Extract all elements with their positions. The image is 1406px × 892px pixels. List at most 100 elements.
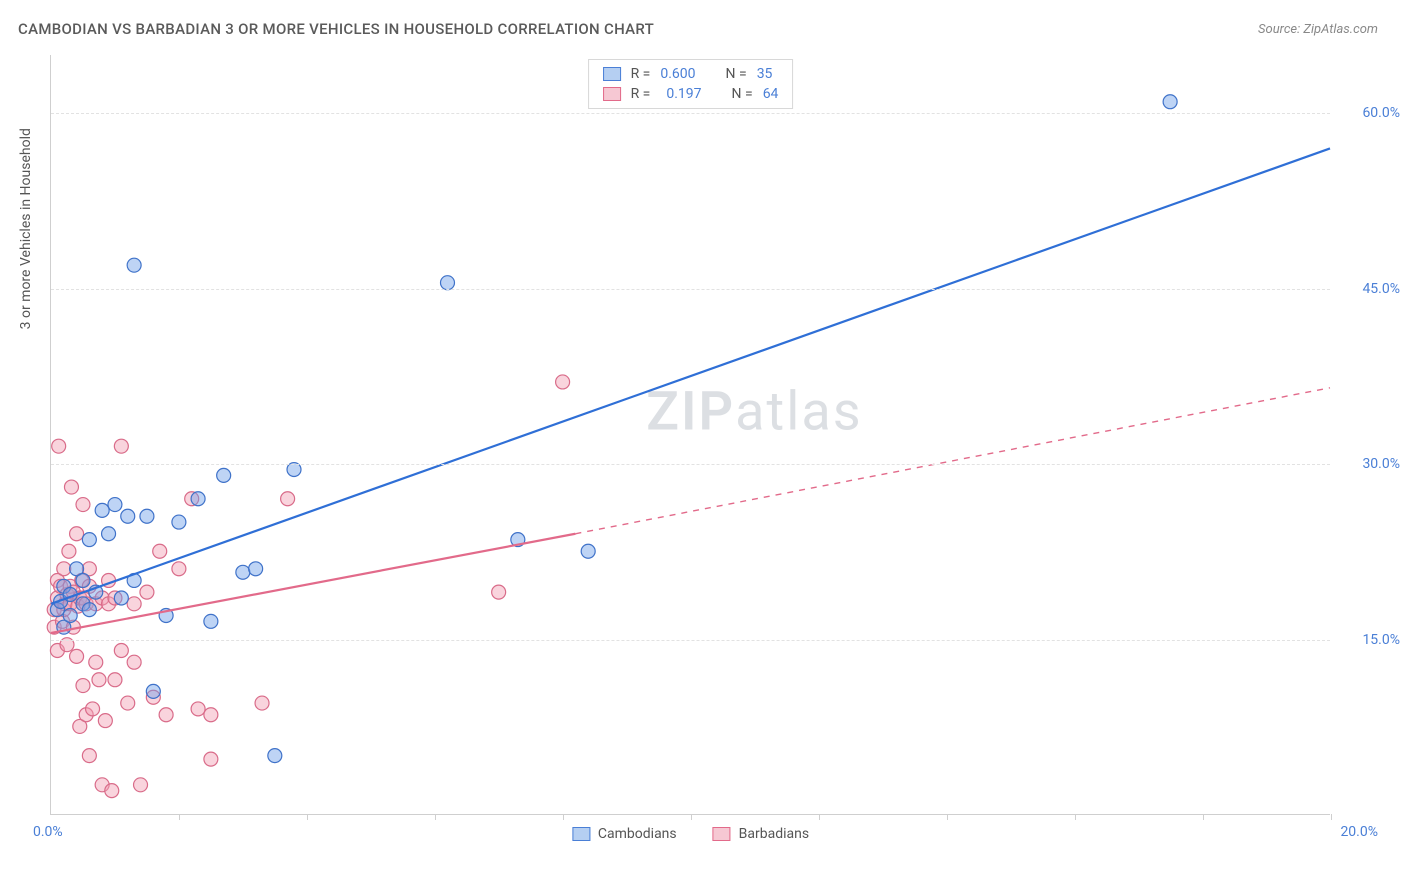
data-point — [153, 544, 167, 558]
gridline — [51, 113, 1330, 114]
gridline — [51, 640, 1330, 641]
y-tick-label: 45.0% — [1340, 281, 1400, 297]
data-point — [82, 749, 96, 763]
data-point — [108, 498, 122, 512]
data-point — [134, 778, 148, 792]
data-point — [114, 644, 128, 658]
legend-stats-row-blue: R = 0.600 N = 35 — [603, 64, 779, 84]
data-point — [62, 544, 76, 558]
data-point — [92, 673, 106, 687]
data-point — [236, 565, 250, 579]
data-point — [492, 585, 506, 599]
x-tick — [1203, 814, 1204, 820]
data-point — [268, 749, 282, 763]
r-label: R = — [631, 66, 651, 82]
x-tick — [947, 814, 948, 820]
source-label: Source: ZipAtlas.com — [1258, 22, 1378, 37]
data-point — [249, 562, 263, 576]
y-axis-label: 3 or more Vehicles in Household — [18, 128, 34, 329]
data-point — [57, 562, 71, 576]
x-tick — [1331, 814, 1332, 820]
data-point — [70, 649, 84, 663]
n-value-blue: 35 — [757, 66, 773, 82]
data-point — [127, 597, 141, 611]
data-point — [140, 509, 154, 523]
plot-area: ZIPatlas R = 0.600 N = 35 R = 0.197 N = — [50, 55, 1330, 815]
r-value-pink: 0.197 — [666, 86, 701, 102]
data-point — [76, 498, 90, 512]
data-point — [440, 276, 454, 290]
data-point — [86, 702, 100, 716]
data-point — [581, 544, 595, 558]
legend-stats-row-pink: R = 0.197 N = 64 — [603, 84, 779, 104]
x-tick — [1075, 814, 1076, 820]
trend-line — [51, 148, 1330, 603]
data-point — [281, 492, 295, 506]
n-value-pink: 64 — [763, 86, 779, 102]
data-point — [204, 614, 218, 628]
data-point — [102, 527, 116, 541]
scatter-plot — [51, 55, 1330, 814]
data-point — [127, 258, 141, 272]
data-point — [146, 684, 160, 698]
x-tick — [179, 814, 180, 820]
x-axis-max-label: 20.0% — [1340, 824, 1378, 840]
data-point — [121, 509, 135, 523]
data-point — [52, 439, 66, 453]
x-tick — [819, 814, 820, 820]
n-label: N = — [726, 66, 747, 82]
swatch-blue-icon — [572, 827, 590, 841]
data-point — [114, 591, 128, 605]
n-label: N = — [732, 86, 753, 102]
y-tick-label: 30.0% — [1340, 456, 1400, 472]
swatch-pink-icon — [713, 827, 731, 841]
data-point — [82, 533, 96, 547]
r-value-blue: 0.600 — [660, 66, 695, 82]
data-point — [70, 527, 84, 541]
data-point — [255, 696, 269, 710]
gridline — [51, 289, 1330, 290]
data-point — [191, 492, 205, 506]
data-point — [204, 708, 218, 722]
x-tick — [307, 814, 308, 820]
swatch-blue-icon — [603, 67, 621, 81]
data-point — [76, 679, 90, 693]
data-point — [63, 609, 77, 623]
legend-label: Barbadians — [739, 826, 809, 842]
legend-stats: R = 0.600 N = 35 R = 0.197 N = 64 — [588, 59, 794, 109]
data-point — [217, 468, 231, 482]
y-tick-label: 15.0% — [1340, 632, 1400, 648]
x-tick — [563, 814, 564, 820]
y-tick-label: 60.0% — [1340, 105, 1400, 121]
swatch-pink-icon — [603, 87, 621, 101]
data-point — [127, 655, 141, 669]
data-point — [121, 696, 135, 710]
data-point — [98, 714, 112, 728]
data-point — [89, 655, 103, 669]
data-point — [172, 562, 186, 576]
data-point — [82, 603, 96, 617]
trend-line — [575, 388, 1330, 534]
data-point — [140, 585, 154, 599]
data-point — [1163, 95, 1177, 109]
data-point — [108, 673, 122, 687]
gridline — [51, 464, 1330, 465]
data-point — [114, 439, 128, 453]
chart-title: CAMBODIAN VS BARBADIAN 3 OR MORE VEHICLE… — [18, 20, 654, 38]
data-point — [76, 573, 90, 587]
data-point — [64, 480, 78, 494]
data-point — [191, 702, 205, 716]
chart-container: CAMBODIAN VS BARBADIAN 3 OR MORE VEHICLE… — [0, 0, 1406, 892]
x-tick — [691, 814, 692, 820]
data-point — [95, 503, 109, 517]
data-point — [172, 515, 186, 529]
legend-label: Cambodians — [598, 826, 677, 842]
legend-item-cambodians: Cambodians — [572, 826, 677, 842]
data-point — [105, 784, 119, 798]
x-tick — [435, 814, 436, 820]
r-label: R = — [631, 86, 651, 102]
data-point — [556, 375, 570, 389]
legend-series: Cambodians Barbadians — [572, 826, 809, 842]
legend-item-barbadians: Barbadians — [713, 826, 809, 842]
data-point — [204, 752, 218, 766]
